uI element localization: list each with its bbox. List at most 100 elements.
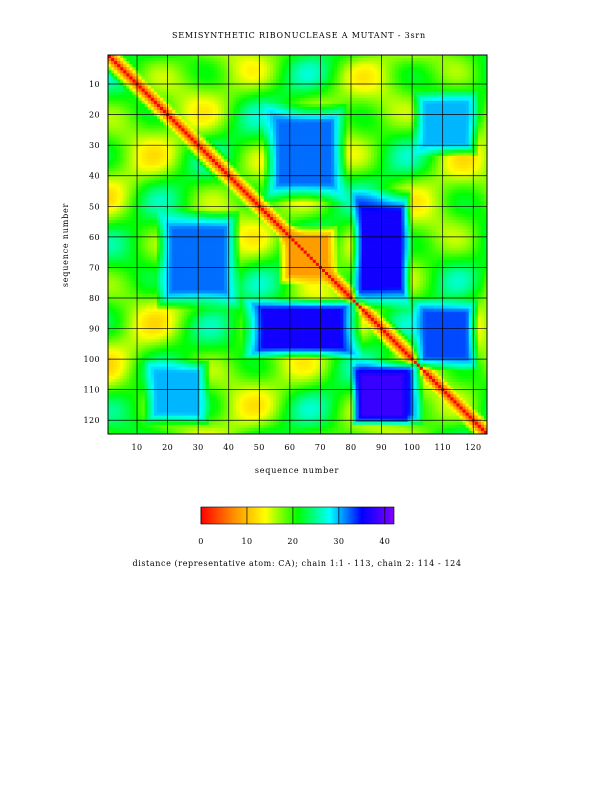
heatmap-cell (334, 137, 338, 141)
heatmap-cell (266, 128, 271, 132)
heatmap-cell (114, 67, 118, 71)
heatmap-cell (328, 67, 332, 71)
heatmap-cell (184, 140, 188, 144)
heatmap-cell (376, 61, 381, 65)
heatmap-cell (159, 119, 164, 123)
heatmap-cell (147, 55, 152, 59)
heatmap-cell (444, 146, 448, 151)
heatmap-cell (477, 73, 482, 77)
heatmap-cell (328, 70, 332, 74)
heatmap-cell (297, 128, 301, 132)
heatmap-cell (123, 97, 127, 102)
heatmap-cell (462, 88, 466, 93)
heatmap-cell (422, 73, 427, 77)
heatmap-cell (450, 149, 454, 154)
heatmap-cell (156, 67, 161, 71)
heatmap-cell (269, 165, 274, 169)
heatmap-cell (361, 158, 366, 163)
heatmap-cell (309, 137, 314, 141)
heatmap-cell (453, 155, 457, 160)
heatmap-cell (282, 155, 286, 160)
heatmap-cell (465, 58, 470, 62)
heatmap-cell (413, 161, 418, 166)
heatmap-cell (132, 58, 136, 62)
heatmap-cell (153, 58, 158, 62)
heatmap-cell (254, 73, 259, 77)
heatmap-cell (453, 122, 457, 126)
heatmap-cell (358, 134, 363, 138)
heatmap-cell (407, 103, 411, 108)
heatmap-cell (395, 122, 399, 126)
heatmap-cell (175, 100, 179, 105)
heatmap-cell (172, 158, 176, 163)
heatmap-cell (285, 122, 289, 126)
heatmap-cell (123, 149, 127, 154)
heatmap-cell (147, 76, 152, 80)
heatmap-cell (193, 55, 197, 59)
heatmap-cell (294, 76, 298, 80)
heatmap-cell (474, 97, 479, 102)
heatmap-cell (221, 106, 225, 111)
heatmap-cell (202, 110, 207, 114)
heatmap-cell (483, 85, 488, 89)
heatmap-cell (276, 161, 280, 166)
heatmap-cell (483, 110, 488, 114)
heatmap-cell (269, 88, 274, 93)
heatmap-cell (413, 125, 418, 129)
heatmap-cell (367, 64, 372, 68)
heatmap-cell (248, 149, 253, 154)
heatmap-cell (428, 76, 433, 80)
heatmap-cell (352, 128, 356, 132)
heatmap-cell (141, 152, 146, 157)
heatmap-cell (163, 61, 167, 65)
heatmap-cell (181, 168, 185, 172)
heatmap-cell (163, 97, 167, 102)
heatmap-cell (328, 128, 332, 132)
heatmap-cell (245, 91, 249, 96)
heatmap-cell (208, 100, 213, 105)
heatmap-cell (169, 97, 173, 102)
heatmap-cell (419, 85, 424, 89)
heatmap-cell (389, 58, 393, 62)
heatmap-cell (239, 85, 243, 89)
heatmap-cell (325, 100, 329, 105)
heatmap-cell (123, 152, 127, 157)
heatmap-cell (117, 97, 121, 102)
heatmap-cell (285, 116, 289, 120)
heatmap-cell (242, 103, 246, 108)
heatmap-cell (159, 116, 164, 120)
heatmap-cell (303, 100, 308, 105)
heatmap-cell (321, 106, 326, 111)
heatmap-cell (285, 103, 289, 108)
heatmap-cell (392, 125, 396, 129)
heatmap-cell (389, 122, 393, 126)
heatmap-cell (373, 85, 378, 89)
heatmap-cell (202, 137, 207, 141)
heatmap-cell (325, 119, 329, 123)
heatmap-cell (300, 119, 304, 123)
heatmap-cell (398, 106, 402, 111)
heatmap-cell (309, 161, 314, 166)
heatmap-cell (178, 61, 182, 65)
heatmap-cell (172, 91, 176, 96)
heatmap-cell (269, 103, 274, 108)
heatmap-cell (208, 110, 213, 114)
heatmap-cell (480, 155, 485, 160)
heatmap-cell (477, 155, 482, 160)
heatmap-cell (178, 155, 182, 160)
heatmap-cell (150, 134, 155, 138)
heatmap-cell (205, 125, 210, 129)
heatmap-cell (477, 119, 482, 123)
heatmap-cell (163, 119, 167, 123)
heatmap-cell (159, 149, 164, 154)
heatmap-cell (273, 152, 277, 157)
heatmap-cell (269, 70, 274, 74)
heatmap-cell (239, 152, 243, 157)
heatmap-cell (325, 61, 329, 65)
heatmap-cell (260, 70, 265, 74)
heatmap-cell (114, 94, 118, 99)
heatmap-cell (163, 140, 167, 144)
heatmap-cell (401, 146, 405, 151)
heatmap-cell (111, 70, 115, 74)
heatmap-cell (108, 140, 112, 144)
